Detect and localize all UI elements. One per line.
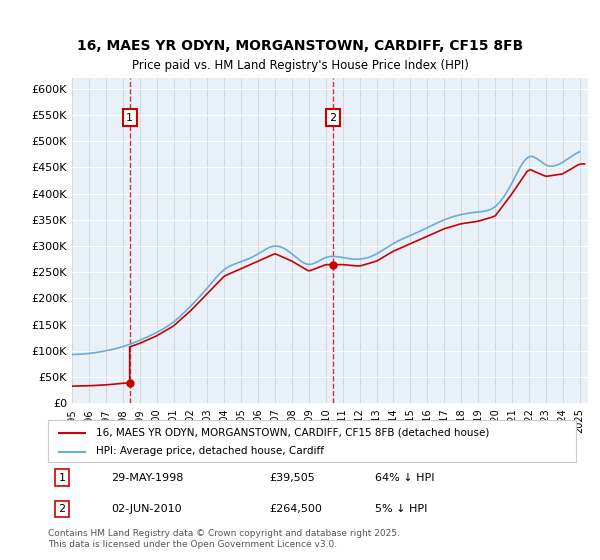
Text: 29-MAY-1998: 29-MAY-1998: [112, 473, 184, 483]
Text: Contains HM Land Registry data © Crown copyright and database right 2025.
This d: Contains HM Land Registry data © Crown c…: [48, 529, 400, 549]
Text: 02-JUN-2010: 02-JUN-2010: [112, 504, 182, 514]
Text: 2: 2: [59, 504, 65, 514]
Text: 64% ↓ HPI: 64% ↓ HPI: [376, 473, 435, 483]
Text: 1: 1: [59, 473, 65, 483]
Text: 16, MAES YR ODYN, MORGANSTOWN, CARDIFF, CF15 8FB: 16, MAES YR ODYN, MORGANSTOWN, CARDIFF, …: [77, 39, 523, 53]
Text: 5% ↓ HPI: 5% ↓ HPI: [376, 504, 428, 514]
Text: £264,500: £264,500: [270, 504, 323, 514]
Text: Price paid vs. HM Land Registry's House Price Index (HPI): Price paid vs. HM Land Registry's House …: [131, 59, 469, 72]
Text: £39,505: £39,505: [270, 473, 316, 483]
Text: HPI: Average price, detached house, Cardiff: HPI: Average price, detached house, Card…: [95, 446, 323, 456]
Text: 2: 2: [329, 113, 337, 123]
Text: 1: 1: [126, 113, 133, 123]
Text: 16, MAES YR ODYN, MORGANSTOWN, CARDIFF, CF15 8FB (detached house): 16, MAES YR ODYN, MORGANSTOWN, CARDIFF, …: [95, 428, 489, 437]
